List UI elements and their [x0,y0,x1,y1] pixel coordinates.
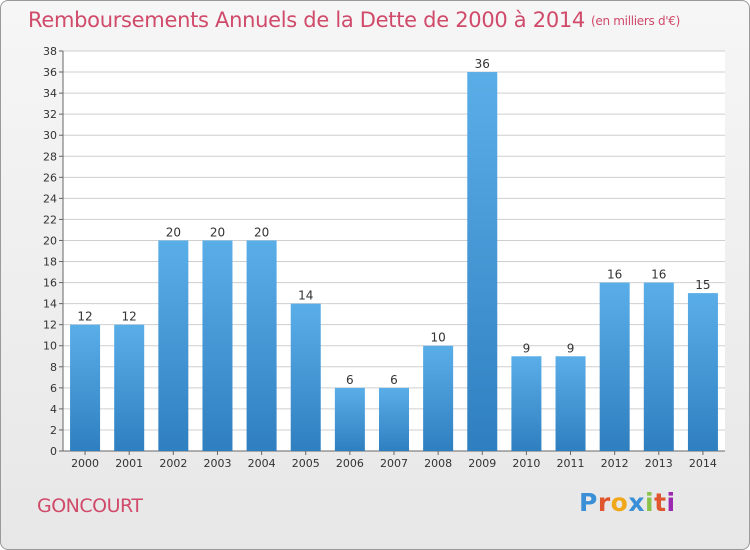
x-tick-label: 2000 [71,457,99,470]
y-tick-label: 38 [43,45,57,58]
x-tick-label: 2014 [689,457,717,470]
y-tick-label: 24 [43,192,57,205]
x-tick-label: 2009 [468,457,496,470]
x-tick-label: 2008 [424,457,452,470]
logo-letter: r [597,488,611,517]
y-tick-label: 12 [43,319,57,332]
bar [423,345,454,451]
y-tick-label: 6 [50,382,57,395]
bar-value-label: 20 [166,225,181,239]
y-tick-label: 0 [50,445,57,458]
chart-unit-note: (en milliers d'€) [591,14,681,28]
x-tick-label: 2001 [115,457,143,470]
y-tick-label: 22 [43,213,57,226]
bar-value-label: 15 [695,278,710,292]
bar-value-label: 20 [210,225,225,239]
x-tick-label: 2007 [380,457,408,470]
bar [246,240,277,451]
chart-title-text: Remboursements Annuels de la Dette de 20… [28,8,585,32]
x-tick-label: 2012 [601,457,629,470]
bar [158,240,189,451]
bar-value-label: 14 [298,289,313,303]
y-tick-label: 8 [50,361,57,374]
bar [202,240,233,451]
y-tick-label: 14 [43,298,57,311]
proxiti-logo: Proxiti [579,488,676,517]
chart-title: Remboursements Annuels de la Dette de 20… [28,8,680,32]
y-tick-label: 28 [43,150,57,163]
bar [467,72,498,451]
y-tick-label: 16 [43,277,57,290]
bar-value-label: 10 [430,331,445,345]
bar [290,303,321,451]
bar [70,324,101,451]
bar-value-label: 36 [475,57,490,71]
x-tick-label: 2004 [248,457,276,470]
bar [555,356,586,451]
x-tick-label: 2013 [645,457,673,470]
bar [599,282,630,451]
bar-value-label: 12 [77,310,92,324]
bar [334,387,365,451]
y-tick-label: 10 [43,340,57,353]
y-tick-label: 34 [43,87,57,100]
y-tick-label: 4 [50,403,57,416]
x-tick-label: 2005 [292,457,320,470]
x-tick-label: 2011 [557,457,585,470]
logo-letter: i [645,488,655,517]
y-tick-label: 20 [43,234,57,247]
y-tick-label: 2 [50,424,57,437]
y-tick-label: 32 [43,108,57,121]
bar-value-label: 16 [607,268,622,282]
x-tick-label: 2003 [203,457,231,470]
logo-letter: t [654,488,667,517]
x-tick-label: 2002 [159,457,187,470]
logo-letter: x [628,488,645,517]
y-tick-label: 36 [43,66,57,79]
bar-value-label: 9 [523,341,531,355]
bar [511,356,542,451]
logo-letter: P [579,488,598,517]
logo-letter: o [610,488,629,517]
bar-value-label: 6 [346,373,354,387]
bar [687,293,718,451]
bar [379,387,409,451]
commune-name: GONCOURT [37,495,143,517]
y-tick-label: 18 [43,256,57,269]
y-tick-label: 30 [43,129,57,142]
bar [114,324,145,451]
logo-letter: i [666,488,676,517]
bar [643,282,674,451]
bar-value-label: 12 [122,310,137,324]
bar-value-label: 16 [651,268,666,282]
x-tick-label: 2010 [512,457,540,470]
bar-value-label: 6 [390,373,398,387]
x-tick-label: 2006 [336,457,364,470]
y-tick-label: 26 [43,171,57,184]
bar-value-label: 9 [567,341,575,355]
bar-value-label: 20 [254,225,269,239]
